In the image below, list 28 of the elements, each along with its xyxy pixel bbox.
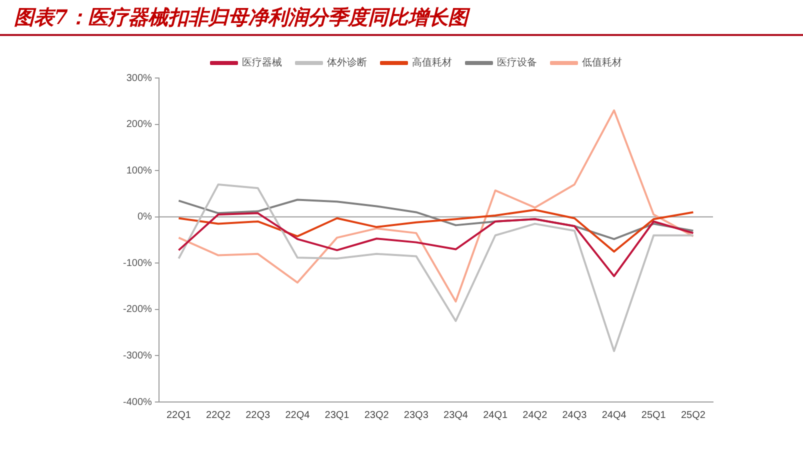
legend-label: 高值耗材 [412, 56, 452, 69]
chart-title: 图表7：医疗器械扣非归母净利润分季度同比增长图 [14, 4, 468, 30]
y-tick-label: 200% [126, 119, 152, 130]
legend-label: 医疗设备 [497, 56, 537, 69]
x-tick-label: 24Q4 [602, 410, 627, 421]
legend-label: 体外诊断 [327, 56, 367, 69]
legend-label: 低值耗材 [582, 56, 622, 69]
x-tick-label: 22Q4 [285, 410, 310, 421]
y-tick-label: -100% [123, 258, 152, 269]
x-tick-label: 22Q2 [206, 410, 231, 421]
y-tick-label: 300% [126, 72, 152, 84]
x-tick-label: 24Q3 [562, 410, 588, 421]
x-tick-label: 23Q3 [404, 410, 429, 421]
x-tick-label: 23Q1 [324, 410, 350, 421]
x-tick-label: 24Q1 [483, 410, 508, 421]
y-tick-label: 100% [126, 165, 152, 176]
y-tick-label: -200% [123, 304, 152, 316]
x-tick-label: 22Q3 [246, 410, 271, 421]
x-tick-label: 23Q2 [364, 410, 390, 421]
y-tick-label: -400% [123, 396, 152, 408]
x-tick-label: 24Q2 [522, 410, 548, 421]
x-tick-label: 25Q1 [641, 410, 666, 421]
x-tick-label: 23Q4 [444, 410, 468, 421]
x-tick-label: 22Q1 [166, 410, 192, 421]
x-tick-label: 25Q2 [680, 410, 706, 421]
y-tick-label: -300% [123, 350, 152, 362]
y-tick-label: 0% [137, 212, 152, 223]
legend-label: 医疗器械 [242, 56, 282, 69]
